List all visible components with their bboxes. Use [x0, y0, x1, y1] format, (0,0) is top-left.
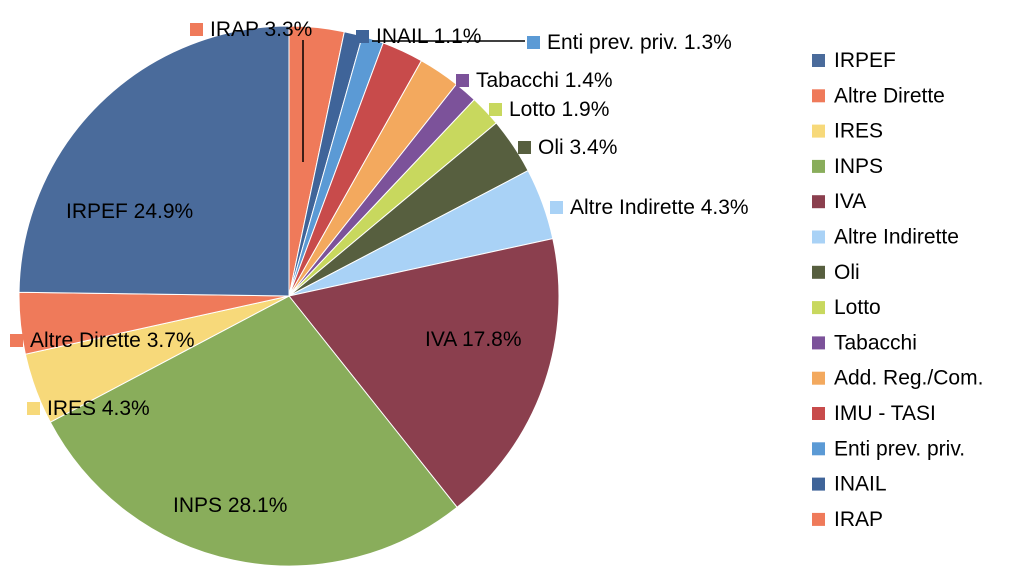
legend-label: Altre Dirette: [834, 84, 945, 107]
data-label: Oli 3.4%: [538, 136, 617, 159]
legend-label: Enti prev. priv.: [834, 437, 965, 460]
data-label-marker: [153, 499, 166, 512]
legend-marker: [812, 371, 825, 385]
pie-slice-iva: [288, 238, 560, 508]
legend: IRPEF Altre Dirette IRES INPS IVA Altre Indir…: [812, 49, 983, 531]
legend-marker: [812, 265, 825, 279]
data-label: IVA 17.8%: [425, 328, 522, 351]
pie-slice-inps: [49, 295, 458, 567]
legend-label: INAIL: [834, 473, 887, 496]
data-label-marker: [27, 402, 40, 415]
legend-label: IMU - TASI: [834, 402, 936, 425]
data-label: Altre Dirette 3.7%: [30, 329, 195, 352]
legend-label: IRAP: [834, 508, 883, 531]
legend-marker: [812, 512, 825, 526]
leader-lines: [302, 40, 525, 162]
legend-label: IRPEF: [834, 49, 896, 72]
data-label: IRPEF 24.9%: [66, 200, 193, 223]
data-label-marker: [190, 23, 203, 36]
pie-slice-irpef: [18, 25, 290, 297]
data-label: IRAP 3.3%: [210, 18, 312, 41]
legend-label: Add. Reg./Com.: [834, 367, 983, 390]
legend-marker: [812, 477, 825, 491]
legend-marker: [812, 89, 825, 103]
data-label-marker: [356, 30, 369, 43]
legend-label: Tabacchi: [834, 331, 917, 354]
data-label-marker: [489, 103, 502, 116]
legend-label: INPS: [834, 155, 883, 178]
legend-marker: [812, 230, 825, 244]
legend-label: IRES: [834, 120, 883, 143]
legend-label: Oli: [834, 261, 860, 284]
legend-label: Altre Indirette: [834, 226, 959, 249]
legend-marker: [812, 336, 825, 350]
data-label-marker: [10, 334, 23, 347]
legend-marker: [812, 159, 825, 173]
data-labels: IRAP 3.3% INAIL 1.1% Enti prev. priv. 1.3%…: [10, 18, 749, 517]
data-label-marker: [456, 74, 469, 87]
legend-marker: [812, 301, 825, 315]
data-label: Altre Indirette 4.3%: [570, 196, 749, 219]
legend-marker: [812, 195, 825, 209]
data-label: Lotto 1.9%: [509, 98, 609, 121]
data-label-marker: [518, 141, 531, 154]
data-label: Tabacchi 1.4%: [476, 69, 613, 92]
data-label-marker: [46, 205, 59, 218]
legend-marker: [812, 124, 825, 138]
data-label: IRES 4.3%: [47, 397, 150, 420]
data-label-marker: [550, 201, 563, 214]
pie-slices: [18, 25, 560, 567]
legend-marker: [812, 54, 825, 67]
data-label: Enti prev. priv. 1.3%: [547, 31, 732, 54]
data-label: INAIL 1.1%: [376, 25, 481, 48]
data-label-marker: [405, 333, 418, 346]
legend-label: Lotto: [834, 296, 881, 319]
legend-label: IVA: [834, 190, 866, 213]
legend-marker: [812, 407, 825, 420]
data-label-marker: [527, 36, 540, 49]
data-label: INPS 28.1%: [173, 494, 287, 517]
legend-marker: [812, 442, 825, 456]
